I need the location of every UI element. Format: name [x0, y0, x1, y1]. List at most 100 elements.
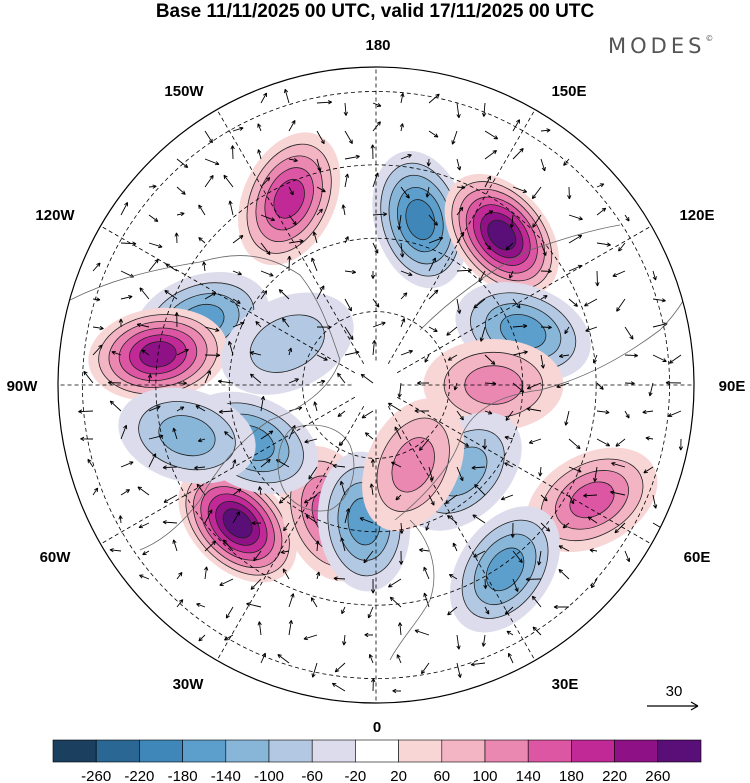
- label-150e: 150E: [551, 83, 586, 100]
- wind-arrow: [445, 494, 458, 504]
- wind-arrow: [120, 241, 137, 246]
- wind-arrow: [344, 326, 354, 340]
- wind-arrow: [512, 550, 523, 564]
- wind-arrow: [176, 186, 186, 195]
- colorbar-swatch: [182, 739, 227, 763]
- wind-arrow: [456, 298, 462, 314]
- wind-arrow: [400, 242, 405, 258]
- wind-arrow: [250, 578, 262, 590]
- wind-arrow: [568, 438, 581, 450]
- wind-arrow: [344, 508, 350, 524]
- label-120w: 120W: [35, 207, 75, 224]
- wind-arrow: [446, 326, 458, 336]
- wind-arrow: [526, 382, 542, 390]
- colorbar-tick-label: -140: [211, 768, 241, 783]
- colorbar-tick-label: -20: [345, 768, 367, 783]
- wind-arrow: [304, 438, 318, 444]
- wind-arrow: [568, 214, 583, 221]
- wind-arrow: [400, 270, 413, 277]
- wind-arrow: [367, 606, 374, 619]
- wind-arrow: [87, 458, 94, 468]
- wind-arrow: [665, 380, 682, 385]
- wind-arrow: [198, 204, 206, 216]
- latitude-circle: [155, 164, 597, 606]
- wind-arrow: [583, 493, 598, 498]
- wind-arrow: [471, 465, 486, 470]
- colorbar-tick-label: -260: [81, 768, 111, 783]
- wind-arrow: [389, 596, 402, 608]
- wind-arrow: [484, 149, 498, 160]
- wind-arrow: [174, 312, 179, 328]
- wind-arrow: [120, 202, 129, 216]
- colorbar-tick-label: 60: [433, 768, 450, 783]
- anomaly-field: [78, 88, 684, 694]
- wind-arrow: [316, 158, 322, 172]
- wind-arrow: [316, 186, 326, 193]
- colorbar-swatch: [614, 739, 659, 763]
- wind-arrow: [596, 382, 604, 390]
- colorbar-tick-label: 180: [559, 768, 584, 783]
- label-180: 180: [365, 37, 390, 54]
- wind-arrow: [616, 298, 626, 312]
- logo-text: MODES: [608, 34, 706, 58]
- wind-arrow: [484, 354, 496, 365]
- coastlines: [69, 224, 694, 661]
- wind-arrow: [287, 347, 293, 356]
- wind-arrow: [147, 373, 152, 384]
- vector-reference-arrow: [647, 701, 699, 711]
- wind-arrow: [282, 568, 290, 580]
- label-60e: 60E: [684, 549, 711, 566]
- wind-arrow: [370, 458, 376, 468]
- label-30w: 30W: [173, 676, 205, 693]
- wind-arrow: [391, 461, 402, 468]
- wind-arrow: [420, 662, 430, 675]
- wind-arrow: [428, 236, 444, 244]
- wind-arrow: [260, 652, 266, 664]
- wind-arrow: [277, 654, 290, 664]
- wind-arrow: [399, 123, 404, 132]
- wind-arrow: [163, 494, 178, 503]
- wind-arrow: [368, 653, 374, 664]
- wind-arrow: [198, 237, 206, 244]
- wind-arrow: [315, 540, 320, 552]
- wind-arrow: [564, 410, 570, 426]
- colorbar-tick-label: -180: [168, 768, 198, 783]
- wind-arrow: [260, 290, 268, 300]
- wind-arrow: [280, 549, 290, 555]
- wind-arrow: [567, 186, 572, 200]
- wind-arrow: [540, 522, 551, 532]
- wind-arrow: [141, 349, 150, 356]
- wind-arrow: [473, 550, 486, 558]
- modes-logo: MODES©: [608, 34, 713, 58]
- wind-arrow: [371, 678, 376, 692]
- wind-arrow: [399, 522, 404, 534]
- wind-arrow: [484, 210, 494, 216]
- wind-arrow: [423, 566, 430, 580]
- wind-arrow: [424, 354, 430, 363]
- map-outline: [57, 66, 695, 704]
- wind-arrow: [509, 270, 514, 279]
- wind-arrow: [316, 285, 325, 300]
- wind-arrow: [456, 206, 464, 216]
- wind-arrow: [563, 158, 570, 166]
- colorbar-tick-label: 140: [516, 768, 541, 783]
- wind-arrow: [288, 593, 295, 608]
- wind-arrow: [109, 400, 122, 412]
- wind-arrow: [610, 490, 626, 496]
- wind-arrow: [419, 547, 430, 553]
- colorbar-swatch: [225, 739, 270, 763]
- wind-arrow: [257, 486, 263, 496]
- wind-arrow: [553, 604, 569, 610]
- wind-arrow: [223, 174, 234, 188]
- wind-arrow: [483, 578, 488, 589]
- wind-arrow: [257, 621, 262, 636]
- label-150w: 150W: [164, 83, 204, 100]
- wind-arrow: [176, 158, 189, 169]
- wind-arrow: [400, 292, 408, 300]
- wind-arrow: [361, 410, 374, 419]
- wind-arrow: [395, 494, 402, 501]
- wind-arrow: [470, 662, 486, 667]
- wind-arrow: [531, 595, 542, 608]
- colorbar-swatch: [52, 739, 97, 763]
- label-60w: 60W: [40, 549, 72, 566]
